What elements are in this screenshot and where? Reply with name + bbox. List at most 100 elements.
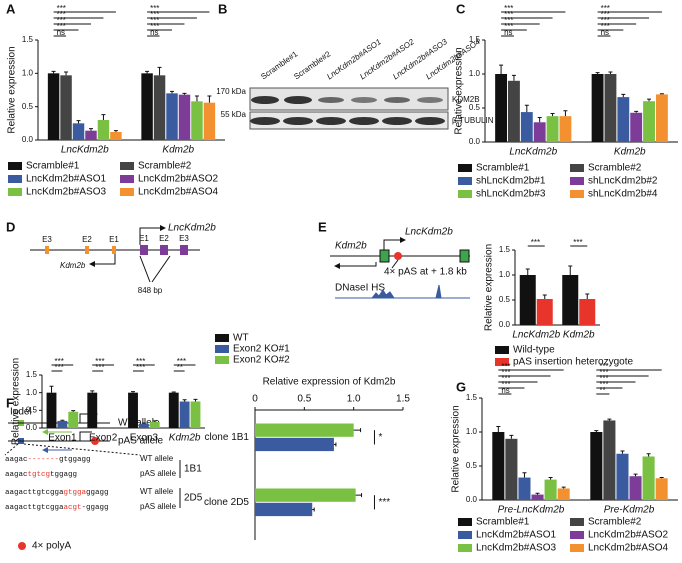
error-bar [333,442,337,447]
bar [630,112,643,142]
legend-swatch [215,334,229,342]
bar [559,116,572,142]
significance-label: ns [601,28,609,37]
legend-label: Scramble#1 [26,161,80,172]
error-bar [51,70,56,74]
significance-label: *** [136,363,145,372]
protein: KDM2B [452,95,480,104]
exon-label: E1 [139,234,149,243]
error-bar [207,95,212,103]
bar [590,432,603,500]
x-tick-label: Pre-Kdm2b [604,505,655,516]
exon-label: E3 [42,235,52,244]
legend-swatch [570,518,584,526]
bar [617,97,630,142]
bar [190,401,201,428]
error-bar [659,93,664,95]
legend-label: WT [233,333,249,344]
x-tick-label: Kdm2b [614,147,646,158]
locus-d: E3 E2 E1 E1 E2 E3 LncKdm2b Kdm2b 848 bp [30,223,216,295]
error-bar [141,422,146,424]
y-tick-label: 1.0 [499,270,511,279]
sequence-part: aagac [5,456,28,464]
legend-label: shLncKdm2b#1 [476,176,546,187]
bar [168,392,179,428]
y-axis-label: Relative expression [11,358,22,445]
bar [57,420,68,428]
significance-label: *** [57,22,66,31]
legend-label: Scramble#2 [138,161,192,172]
clone-label: 1B1 [184,464,202,475]
error-bar [608,71,613,74]
significance-label: ** [599,386,605,395]
legend-label: shLncKdm2b#2 [588,176,658,187]
y-tick-label: 1.0 [466,427,478,436]
marker: 170 kDa [216,87,246,96]
error-bar [76,120,81,124]
bar [203,102,216,140]
y-tick-label: 0.0 [466,495,478,504]
significance-label: *** [599,374,608,383]
bar [655,478,668,500]
error-bar [182,399,187,402]
error-bar [561,486,566,489]
significance-label: *** [150,4,159,13]
error-bar [595,72,600,74]
x-tick-label: Exon2 [89,433,118,444]
significance-label: *** [501,374,510,383]
significance-label: ns [57,28,65,37]
exon-label: E1 [109,235,119,244]
bar [616,453,629,500]
legend-label: shLncKdm2b#3 [476,189,546,200]
error-bar [646,453,651,457]
significance-label: *** [501,380,510,389]
sequence: aagactgtcgtggagg [5,471,77,479]
y-axis-label: Relative expression [484,244,495,331]
error-bar [509,434,514,439]
legend-label: LncKdm2b#ASO2 [588,530,668,541]
track-label: DNaseI HS [335,283,385,294]
legend-label: pAS insertion heterozygote [513,357,634,368]
significance-label: *** [57,10,66,19]
error-bar [496,426,501,432]
significance-label: *** [531,238,540,247]
error-bar [585,293,590,299]
error-bar [49,385,54,393]
sequence-part: aagac [5,471,28,479]
protein: β-TUBULIN [452,116,494,125]
error-bar [101,114,106,120]
x-tick-label: 1.5 [396,394,410,405]
legend-label: LncKdm2b#ASO1 [476,530,556,541]
panel-label: A [6,1,16,16]
allele-label: pAS allele [140,502,177,511]
legend-swatch [120,175,134,183]
error-bar [621,93,626,98]
bar [562,275,579,325]
error-bar [568,265,573,275]
bar [87,392,98,428]
error-bar [563,110,568,117]
legend-label: Scramble#2 [588,517,642,528]
gene-label: LncKdm2b [168,223,216,234]
bar [149,421,160,428]
legend-label: Exon2 KO#2 [233,355,290,366]
y-axis-label: Relative expression [7,46,18,133]
bar [492,432,505,500]
polya-label: 4× polyA [32,541,72,552]
legend-swatch [570,177,584,185]
y-tick-label: 1.5 [469,35,481,44]
bar [629,476,642,500]
error-bar [131,391,136,393]
sequence-part: tgtcg [28,471,51,479]
allele-label: pAS allele [118,436,163,447]
bar [141,73,153,140]
bar [255,437,334,452]
significance-label: * [378,432,382,443]
legend-label: Scramble#1 [476,517,530,528]
significance-label: *** [378,497,390,508]
x-tick-label: 0 [252,394,258,405]
exon-label: E2 [159,234,169,243]
error-bar [312,507,315,512]
bar [97,120,110,140]
